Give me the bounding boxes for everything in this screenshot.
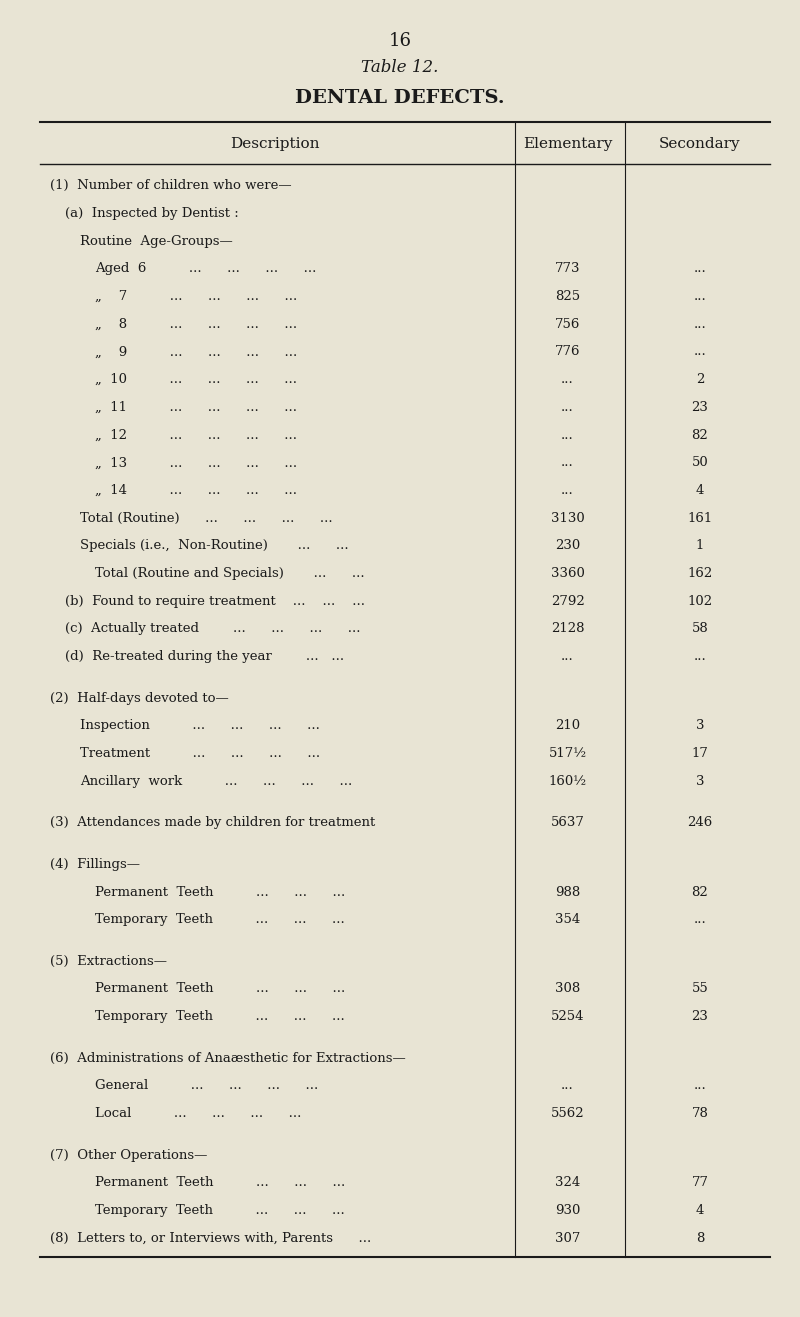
Text: 988: 988 <box>555 885 580 898</box>
Text: ...: ... <box>561 1080 574 1092</box>
Text: (c)  Actually treated        ...      ...      ...      ...: (c) Actually treated ... ... ... ... <box>65 623 361 635</box>
Text: 58: 58 <box>692 623 708 635</box>
Text: (b)  Found to require treatment    ...    ...    ...: (b) Found to require treatment ... ... .… <box>65 595 365 607</box>
Text: (4)  Fillings—: (4) Fillings— <box>50 857 140 871</box>
Text: 3: 3 <box>696 719 704 732</box>
Text: Permanent  Teeth          ...      ...      ...: Permanent Teeth ... ... ... <box>95 982 346 996</box>
Text: 2792: 2792 <box>550 595 584 607</box>
Text: „    8          ...      ...      ...      ...: „ 8 ... ... ... ... <box>95 317 297 331</box>
Text: ...: ... <box>694 913 706 926</box>
Text: (5)  Extractions—: (5) Extractions— <box>50 955 167 968</box>
Text: 5637: 5637 <box>550 817 585 830</box>
Text: 3360: 3360 <box>550 568 585 579</box>
Text: 3130: 3130 <box>550 511 584 524</box>
Text: 773: 773 <box>554 262 580 275</box>
Text: „  12          ...      ...      ...      ...: „ 12 ... ... ... ... <box>95 428 297 441</box>
Text: ...: ... <box>694 290 706 303</box>
Text: 17: 17 <box>691 747 709 760</box>
Text: 82: 82 <box>692 885 708 898</box>
Text: (d)  Re-treated during the year        ...   ...: (d) Re-treated during the year ... ... <box>65 651 344 664</box>
Text: Temporary  Teeth          ...      ...      ...: Temporary Teeth ... ... ... <box>95 913 345 926</box>
Text: (a)  Inspected by Dentist :: (a) Inspected by Dentist : <box>65 207 238 220</box>
Text: ...: ... <box>561 651 574 664</box>
Text: Specials (i.e.,  Non-Routine)       ...      ...: Specials (i.e., Non-Routine) ... ... <box>80 540 349 552</box>
Text: ...: ... <box>561 428 574 441</box>
Text: (3)  Attendances made by children for treatment: (3) Attendances made by children for tre… <box>50 817 375 830</box>
Text: 230: 230 <box>555 540 580 552</box>
Text: 50: 50 <box>692 456 708 469</box>
Text: Ancillary  work          ...      ...      ...      ...: Ancillary work ... ... ... ... <box>80 774 352 788</box>
Text: ...: ... <box>561 400 574 414</box>
Text: 23: 23 <box>691 400 709 414</box>
Text: „  13          ...      ...      ...      ...: „ 13 ... ... ... ... <box>95 456 297 469</box>
Text: „    7          ...      ...      ...      ...: „ 7 ... ... ... ... <box>95 290 298 303</box>
Text: ...: ... <box>694 262 706 275</box>
Text: 55: 55 <box>692 982 708 996</box>
Text: 307: 307 <box>555 1231 580 1245</box>
Text: 160½: 160½ <box>549 774 586 788</box>
Text: Elementary: Elementary <box>523 137 612 151</box>
Text: 517½: 517½ <box>549 747 586 760</box>
Text: 8: 8 <box>696 1231 704 1245</box>
Text: 2128: 2128 <box>550 623 584 635</box>
Text: Total (Routine)      ...      ...      ...      ...: Total (Routine) ... ... ... ... <box>80 511 333 524</box>
Text: Description: Description <box>230 137 320 151</box>
Text: ...: ... <box>561 373 574 386</box>
Text: Permanent  Teeth          ...      ...      ...: Permanent Teeth ... ... ... <box>95 1176 346 1189</box>
Text: Local          ...      ...      ...      ...: Local ... ... ... ... <box>95 1108 302 1119</box>
Text: Temporary  Teeth          ...      ...      ...: Temporary Teeth ... ... ... <box>95 1204 345 1217</box>
Text: 82: 82 <box>692 428 708 441</box>
Text: Routine  Age-Groups—: Routine Age-Groups— <box>80 234 233 248</box>
Text: (8)  Letters to, or Interviews with, Parents      ...: (8) Letters to, or Interviews with, Pare… <box>50 1231 371 1245</box>
Text: 5254: 5254 <box>550 1010 584 1023</box>
Text: Treatment          ...      ...      ...      ...: Treatment ... ... ... ... <box>80 747 320 760</box>
Text: 77: 77 <box>691 1176 709 1189</box>
Text: 16: 16 <box>389 32 411 50</box>
Text: „    9          ...      ...      ...      ...: „ 9 ... ... ... ... <box>95 345 298 358</box>
Text: 1: 1 <box>696 540 704 552</box>
Text: (2)  Half-days devoted to—: (2) Half-days devoted to— <box>50 691 229 705</box>
Text: DENTAL DEFECTS.: DENTAL DEFECTS. <box>295 90 505 107</box>
Text: ...: ... <box>694 317 706 331</box>
Text: 2: 2 <box>696 373 704 386</box>
Text: 756: 756 <box>555 317 580 331</box>
Text: 308: 308 <box>555 982 580 996</box>
Text: ...: ... <box>561 483 574 497</box>
Text: Aged  6          ...      ...      ...      ...: Aged 6 ... ... ... ... <box>95 262 316 275</box>
Text: (1)  Number of children who were—: (1) Number of children who were— <box>50 179 292 192</box>
Text: „  14          ...      ...      ...      ...: „ 14 ... ... ... ... <box>95 483 297 497</box>
Text: Secondary: Secondary <box>659 137 741 151</box>
Text: 78: 78 <box>691 1108 709 1119</box>
Text: Permanent  Teeth          ...      ...      ...: Permanent Teeth ... ... ... <box>95 885 346 898</box>
Text: 324: 324 <box>555 1176 580 1189</box>
Text: 4: 4 <box>696 483 704 497</box>
Text: 102: 102 <box>687 595 713 607</box>
Text: 23: 23 <box>691 1010 709 1023</box>
Text: Inspection          ...      ...      ...      ...: Inspection ... ... ... ... <box>80 719 320 732</box>
Text: Temporary  Teeth          ...      ...      ...: Temporary Teeth ... ... ... <box>95 1010 345 1023</box>
Text: 930: 930 <box>555 1204 580 1217</box>
Text: 161: 161 <box>687 511 713 524</box>
Text: ...: ... <box>694 651 706 664</box>
Text: (7)  Other Operations—: (7) Other Operations— <box>50 1148 207 1162</box>
Text: „  11          ...      ...      ...      ...: „ 11 ... ... ... ... <box>95 400 297 414</box>
Text: General          ...      ...      ...      ...: General ... ... ... ... <box>95 1080 318 1092</box>
Text: 3: 3 <box>696 774 704 788</box>
Text: ...: ... <box>694 1080 706 1092</box>
Text: 354: 354 <box>555 913 580 926</box>
Text: ...: ... <box>694 345 706 358</box>
Text: ...: ... <box>561 456 574 469</box>
Text: Total (Routine and Specials)       ...      ...: Total (Routine and Specials) ... ... <box>95 568 365 579</box>
Text: 825: 825 <box>555 290 580 303</box>
Text: 162: 162 <box>687 568 713 579</box>
Text: Table 12.: Table 12. <box>362 59 438 76</box>
Text: „  10          ...      ...      ...      ...: „ 10 ... ... ... ... <box>95 373 297 386</box>
Text: 246: 246 <box>687 817 713 830</box>
Text: 4: 4 <box>696 1204 704 1217</box>
Text: 776: 776 <box>554 345 580 358</box>
Text: 5562: 5562 <box>550 1108 584 1119</box>
Text: 210: 210 <box>555 719 580 732</box>
Text: (6)  Administrations of Anaæsthetic for Extractions—: (6) Administrations of Anaæsthetic for E… <box>50 1052 406 1064</box>
